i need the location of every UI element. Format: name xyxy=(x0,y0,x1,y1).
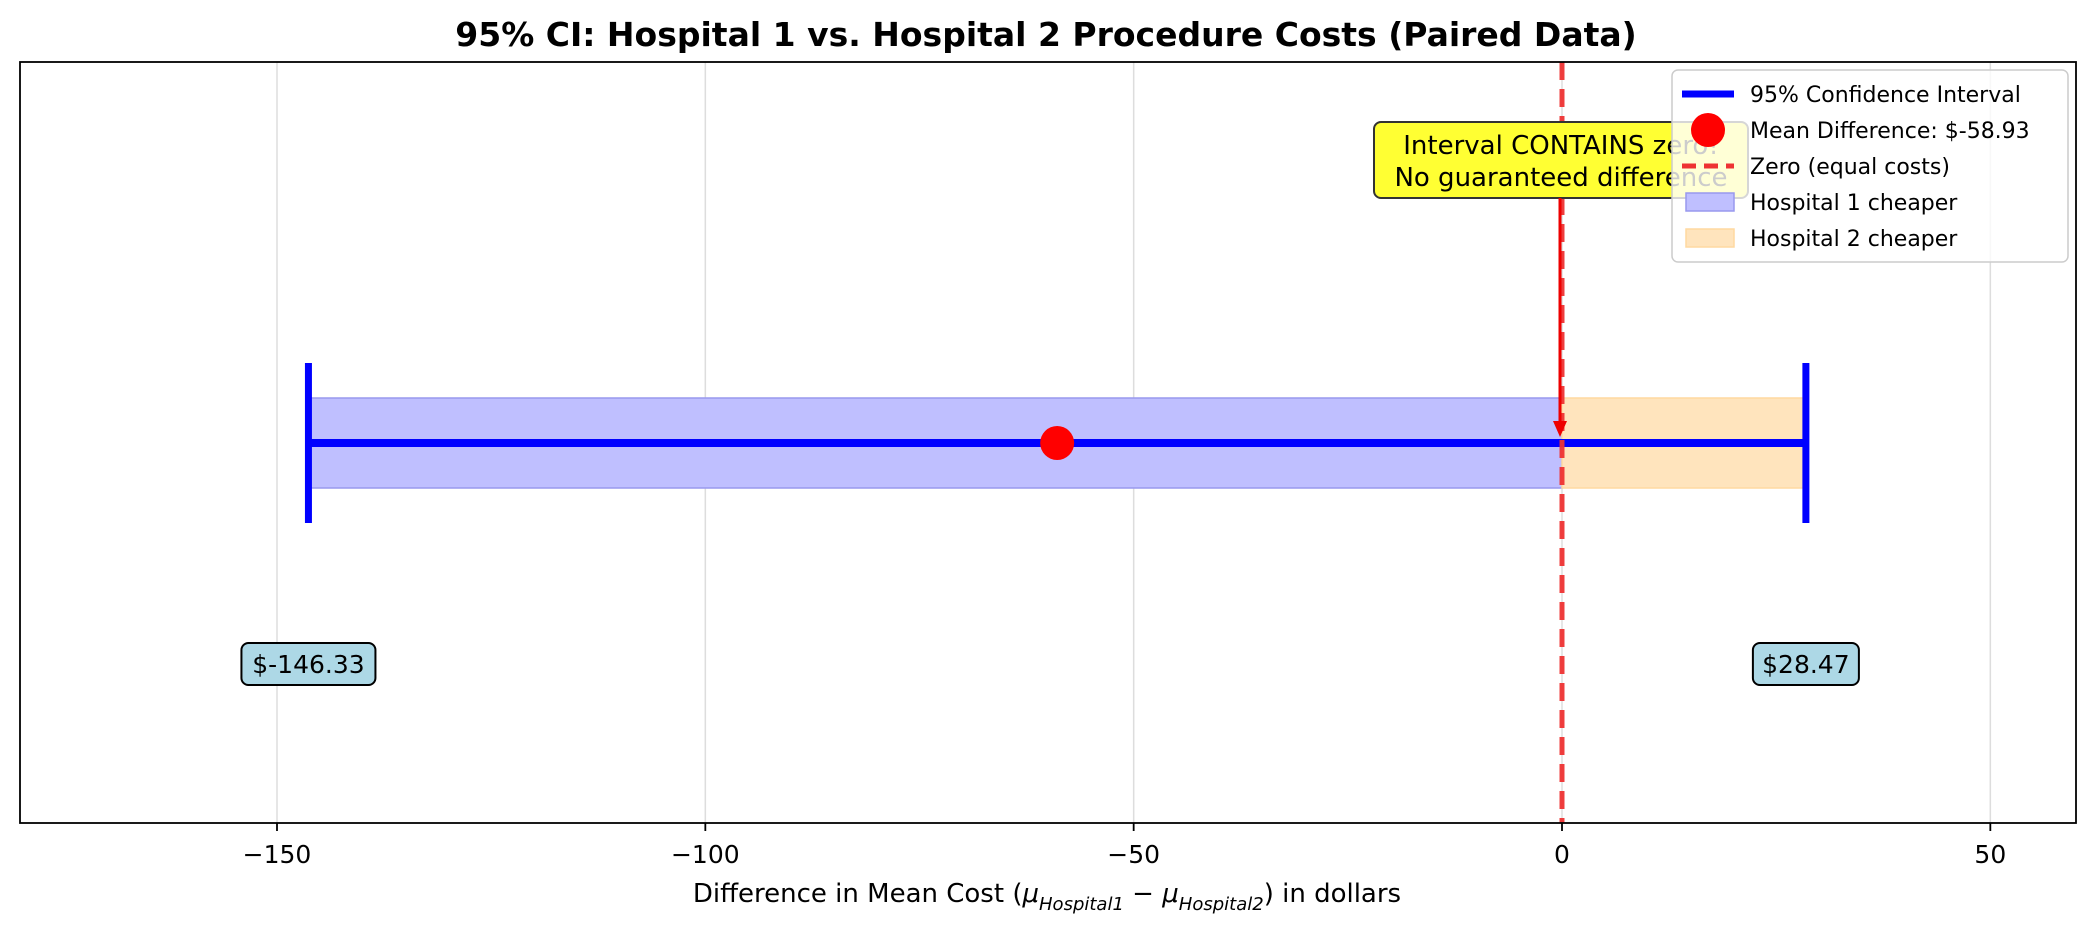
legend-label: Zero (equal costs) xyxy=(1750,155,1950,180)
upper-bound-label-box xyxy=(1751,642,1860,686)
legend-swatch-region xyxy=(1685,192,1735,212)
x-tick-label: 0 xyxy=(1554,840,1570,869)
x-tick-label: −100 xyxy=(671,840,740,869)
legend: 95% Confidence Interval Mean Difference: … xyxy=(1671,69,2069,263)
legend-label: 95% Confidence Interval xyxy=(1750,83,2021,108)
legend-label: Hospital 2 cheaper xyxy=(1750,227,1958,252)
x-tick-label: −50 xyxy=(1107,840,1160,869)
annotation-arrow-head xyxy=(1553,421,1567,437)
legend-label: Hospital 1 cheaper xyxy=(1750,191,1958,216)
x-tick-label: 50 xyxy=(1974,840,2006,869)
upper-bound-label: $28.47 xyxy=(1762,650,1849,679)
legend-label: Mean Difference: $-58.93 xyxy=(1750,119,2030,144)
x-tick-label: −150 xyxy=(243,840,312,869)
x-axis-label: Difference in Mean Cost (μHospital1 − μH… xyxy=(693,879,1401,915)
plot-marks: Interval CONTAINS zero!No guaranteed dif… xyxy=(240,62,1860,823)
lower-bound-label: $-146.33 xyxy=(252,650,364,679)
legend-frame xyxy=(1671,69,2069,263)
legend-swatch-mean xyxy=(1691,113,1725,147)
lower-bound-label-box xyxy=(240,642,377,686)
chart-title: 95% CI: Hospital 1 vs. Hospital 2 Proced… xyxy=(455,15,1636,54)
plot-frame xyxy=(19,61,2077,824)
annotation-line-1: Interval CONTAINS zero! xyxy=(1403,131,1719,161)
x-axis-ticks: −150 −100 −50 0 50 xyxy=(243,823,2006,869)
mean-difference-point xyxy=(1040,426,1075,460)
legend-swatch-region xyxy=(1685,228,1735,248)
